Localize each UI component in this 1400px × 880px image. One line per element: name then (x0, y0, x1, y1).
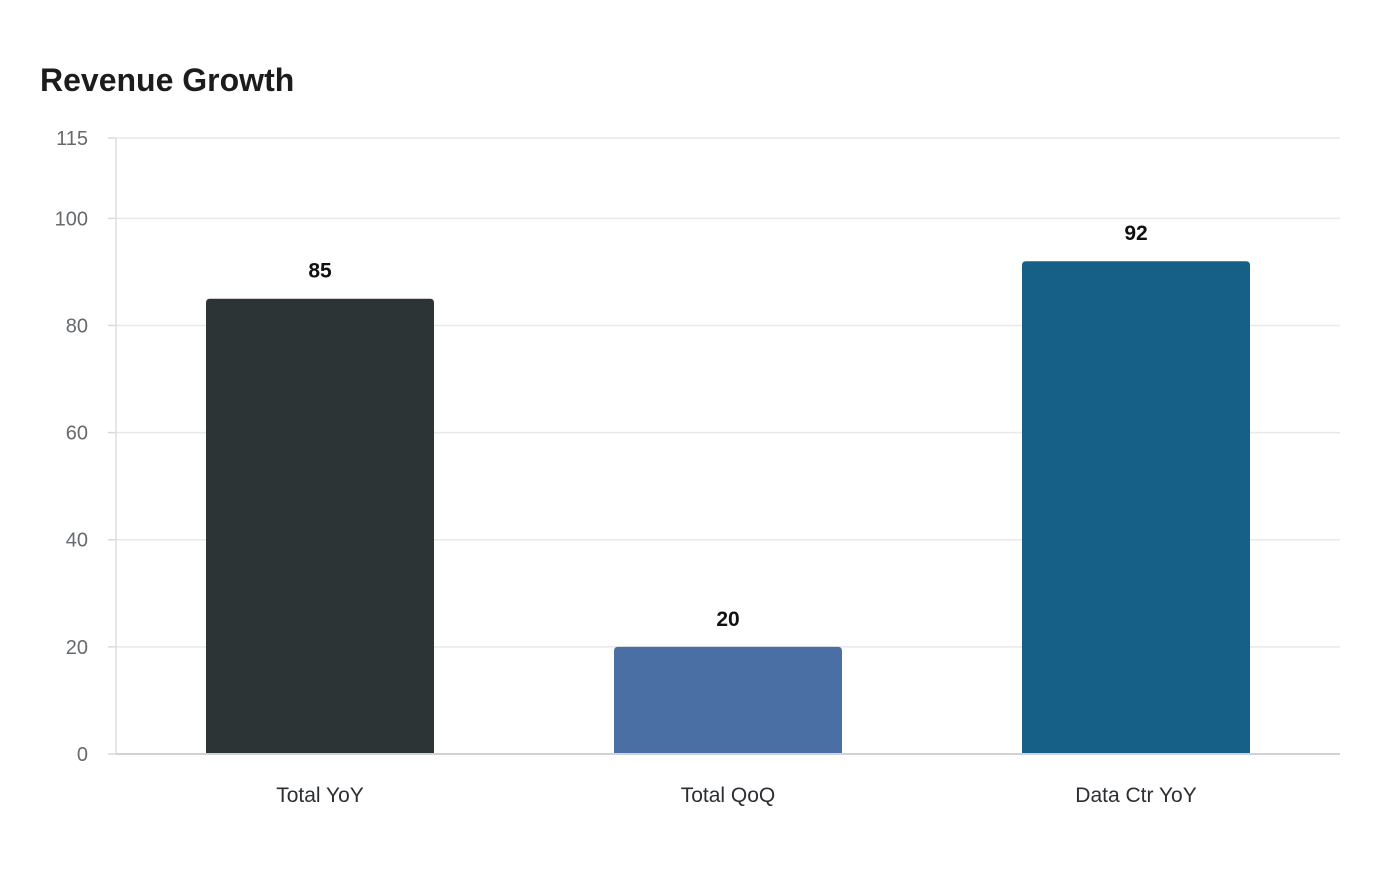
bar-data-ctr-yoy (1022, 261, 1250, 754)
y-tick-label: 20 (66, 637, 88, 659)
y-tick-label: 115 (56, 128, 88, 150)
axes: 0 20 40 60 80 100 115 (55, 128, 117, 766)
data-label: 20 (716, 608, 739, 631)
bar-total-qoq (614, 646, 842, 754)
y-tick-label: 60 (66, 423, 88, 445)
data-label: 92 (1124, 222, 1147, 245)
x-tick-label: Data Ctr YoY (1075, 784, 1196, 807)
x-tick-label: Total YoY (276, 784, 364, 807)
y-tick-label: 80 (66, 315, 88, 337)
y-tick-label: 100 (55, 208, 88, 230)
y-tick-label: 0 (77, 744, 88, 766)
data-label: 85 (308, 260, 332, 283)
y-tick-label: 40 (66, 530, 88, 552)
labels: 85 Total YoY 20 Total QoQ 92 Data Ctr YoY (116, 222, 1340, 807)
x-tick-label: Total QoQ (681, 784, 776, 807)
chart-title: Revenue Growth (40, 62, 295, 98)
bar-total-yoy (206, 298, 434, 754)
bars (206, 261, 1250, 754)
